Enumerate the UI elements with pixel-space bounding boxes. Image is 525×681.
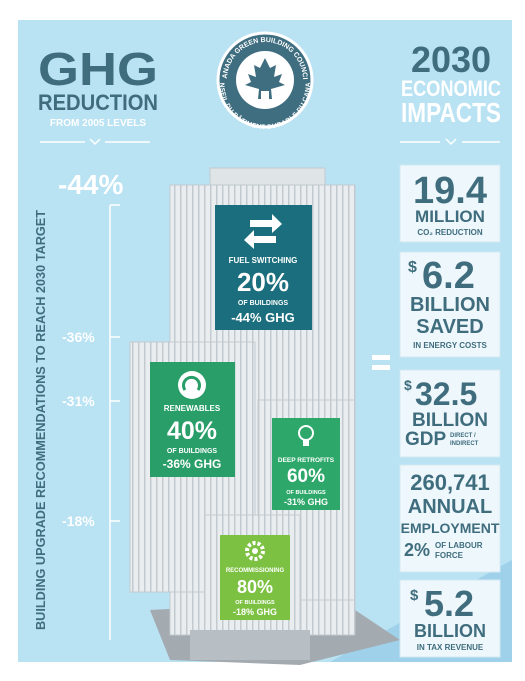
impact-note: FORCE <box>435 551 464 560</box>
measure-share-label: OF BUILDINGS <box>235 600 275 606</box>
side-label: BUILDING UPGRADE RECOMMENDATIONS TO REAC… <box>33 210 48 630</box>
impact-value: 6.2 <box>422 255 475 297</box>
measure-ghg: -44% GHG <box>231 310 295 325</box>
impact-value: 19.4 <box>413 170 487 212</box>
impact-note: DIRECT / <box>450 433 476 439</box>
measure-ghg: -18% GHG <box>233 607 277 617</box>
impact-unit: BILLION <box>410 294 490 316</box>
impact-share: 2% <box>404 540 430 560</box>
measure-name: RENEWABLES <box>164 404 221 413</box>
impact-note: CO₂ REDUCTION <box>417 228 483 237</box>
impact-unit: BILLION <box>414 621 486 641</box>
measure-name: DEEP RETROFITS <box>278 457 335 464</box>
impact-unit: GDP <box>405 429 447 450</box>
impacts-title: IMPACTS <box>401 97 501 128</box>
impact-unit: SAVED <box>416 316 483 338</box>
ghg-subtitle: REDUCTION <box>38 90 158 115</box>
scale-label: -18% <box>62 513 95 529</box>
impact-value: 5.2 <box>424 583 474 624</box>
impact-currency: $ <box>408 259 417 276</box>
impact-note: IN ENERGY COSTS <box>413 341 487 350</box>
measure-ghg: -36% GHG <box>163 457 222 471</box>
measure-share: 80% <box>237 577 273 597</box>
measure-name: RECOMMISSIONING <box>226 568 285 574</box>
scale-label: -44% <box>58 169 123 200</box>
impacts-year: 2030 <box>411 39 491 80</box>
measure-share: 60% <box>287 466 325 487</box>
impact-unit: BILLION <box>412 410 488 431</box>
impact-unit: MILLION <box>415 207 485 226</box>
scale-label: -36% <box>62 329 95 345</box>
impact-value: 260,741 <box>410 470 490 495</box>
infographic: GHG REDUCTION FROM 2005 LEVELS CANADA GR… <box>0 0 525 681</box>
impact-currency: $ <box>404 377 412 393</box>
impact-note: INDIRECT <box>450 441 479 447</box>
impact-unit: ANNUAL <box>408 496 492 518</box>
ghg-title: GHG <box>38 43 158 95</box>
impact-currency: $ <box>410 587 419 604</box>
measure-ghg: -31% GHG <box>284 497 328 507</box>
measure-share: 40% <box>167 417 217 445</box>
icon <box>178 371 206 399</box>
impact-unit: EMPLOYMENT <box>401 520 500 536</box>
measure-share-label: OF BUILDINGS <box>286 490 326 496</box>
impact-value: 32.5 <box>415 376 477 412</box>
measure-share-label: OF BUILDINGS <box>167 448 217 455</box>
measure-share-label: OF BUILDINGS <box>238 300 288 307</box>
measure-share: 20% <box>237 267 289 297</box>
measure-name: FUEL SWITCHING <box>229 256 298 265</box>
scale-label: -31% <box>62 393 95 409</box>
impact-note: OF LABOUR <box>435 541 483 550</box>
ghg-note: FROM 2005 LEVELS <box>50 118 146 129</box>
impact-note: IN TAX REVENUE <box>417 643 484 652</box>
